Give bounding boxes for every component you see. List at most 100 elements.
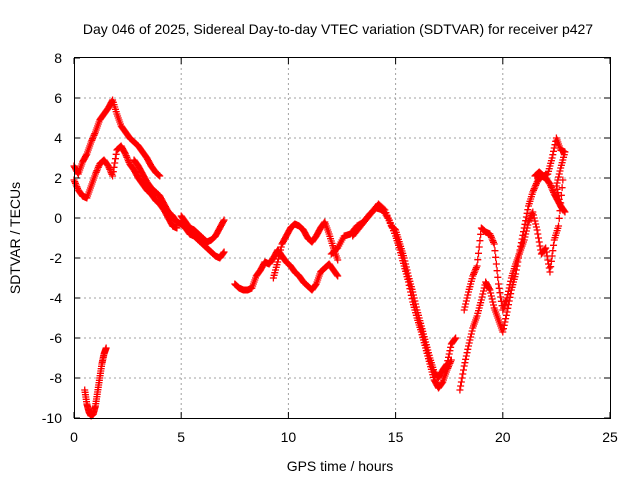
data-point	[124, 155, 132, 163]
data-point	[547, 257, 555, 265]
data-point	[155, 171, 163, 179]
data-point	[502, 315, 510, 323]
data-point	[489, 298, 497, 306]
data-point	[503, 308, 511, 316]
data-point	[480, 287, 488, 295]
data-point	[507, 277, 515, 285]
data-point	[490, 238, 498, 246]
series-track-k	[460, 176, 567, 314]
data-point	[545, 264, 553, 272]
data-point	[526, 215, 534, 223]
data-point	[490, 240, 498, 248]
series-track-a	[70, 96, 164, 180]
data-point	[487, 232, 495, 240]
data-point	[402, 260, 410, 268]
y-tick-label: -10	[42, 410, 62, 426]
data-point	[550, 241, 558, 249]
data-point	[496, 289, 504, 297]
data-point	[474, 256, 482, 264]
data-point	[91, 170, 99, 178]
data-point	[530, 186, 538, 194]
data-point	[525, 216, 533, 224]
series-track-i	[349, 200, 460, 382]
data-point	[457, 382, 465, 390]
data-point	[72, 181, 80, 189]
data-point	[458, 374, 466, 382]
data-point	[82, 151, 90, 159]
data-point	[451, 335, 459, 343]
data-point	[402, 263, 410, 271]
data-point	[506, 281, 514, 289]
data-point	[469, 272, 477, 280]
data-point	[555, 192, 563, 200]
series-track-j	[456, 172, 567, 394]
data-point	[532, 223, 540, 231]
data-point	[528, 210, 536, 218]
data-point	[412, 300, 420, 308]
data-point	[457, 378, 465, 386]
data-point	[544, 256, 552, 264]
data-point	[530, 214, 538, 222]
data-point	[445, 350, 453, 358]
data-point	[550, 147, 558, 155]
data-point	[502, 311, 510, 319]
data-point	[556, 167, 564, 175]
series-track-g	[269, 218, 342, 282]
data-point	[276, 249, 284, 257]
data-point	[556, 199, 564, 207]
data-point	[460, 306, 468, 314]
data-point	[488, 235, 496, 243]
data-point	[532, 220, 540, 228]
data-point	[485, 285, 493, 293]
data-point	[462, 352, 470, 360]
data-point	[403, 266, 411, 274]
series-track-c	[130, 156, 228, 262]
data-point	[475, 249, 483, 257]
data-point	[557, 164, 565, 172]
data-point	[465, 339, 473, 347]
data-point	[334, 256, 342, 264]
data-point	[535, 234, 543, 242]
series-track-f	[231, 246, 342, 294]
data-point	[277, 246, 285, 254]
x-tick-label: 15	[388, 429, 404, 445]
data-point	[542, 248, 550, 256]
data-point	[109, 168, 117, 176]
data-point	[464, 291, 472, 299]
data-point	[442, 361, 450, 369]
y-tick-label: 6	[54, 90, 62, 106]
y-tick-label: -4	[50, 290, 63, 306]
data-point	[452, 334, 460, 342]
data-point	[333, 271, 341, 279]
data-point	[111, 159, 119, 167]
data-point	[106, 165, 114, 173]
data-point	[219, 249, 227, 257]
data-point	[553, 185, 561, 193]
data-point	[479, 290, 487, 298]
data-point	[530, 211, 538, 219]
data-point	[554, 189, 562, 197]
data-point	[500, 325, 508, 333]
data-point	[447, 343, 455, 351]
data-point	[275, 252, 283, 260]
data-point	[478, 293, 486, 301]
data-point	[555, 170, 563, 178]
y-tick-label: -8	[50, 370, 63, 386]
data-point	[487, 289, 495, 297]
series-track-l	[531, 134, 569, 216]
data-point	[219, 217, 227, 225]
data-point	[121, 150, 129, 158]
data-point	[111, 155, 119, 163]
data-point	[503, 294, 511, 302]
data-point	[492, 260, 500, 268]
data-point	[220, 216, 228, 224]
data-point	[401, 257, 409, 265]
data-point	[535, 238, 543, 246]
data-point	[87, 138, 95, 146]
data-point	[524, 221, 532, 229]
data-point	[462, 300, 470, 308]
data-point	[533, 226, 541, 234]
data-point	[497, 297, 505, 305]
data-point	[529, 208, 537, 216]
data-point	[104, 162, 112, 170]
